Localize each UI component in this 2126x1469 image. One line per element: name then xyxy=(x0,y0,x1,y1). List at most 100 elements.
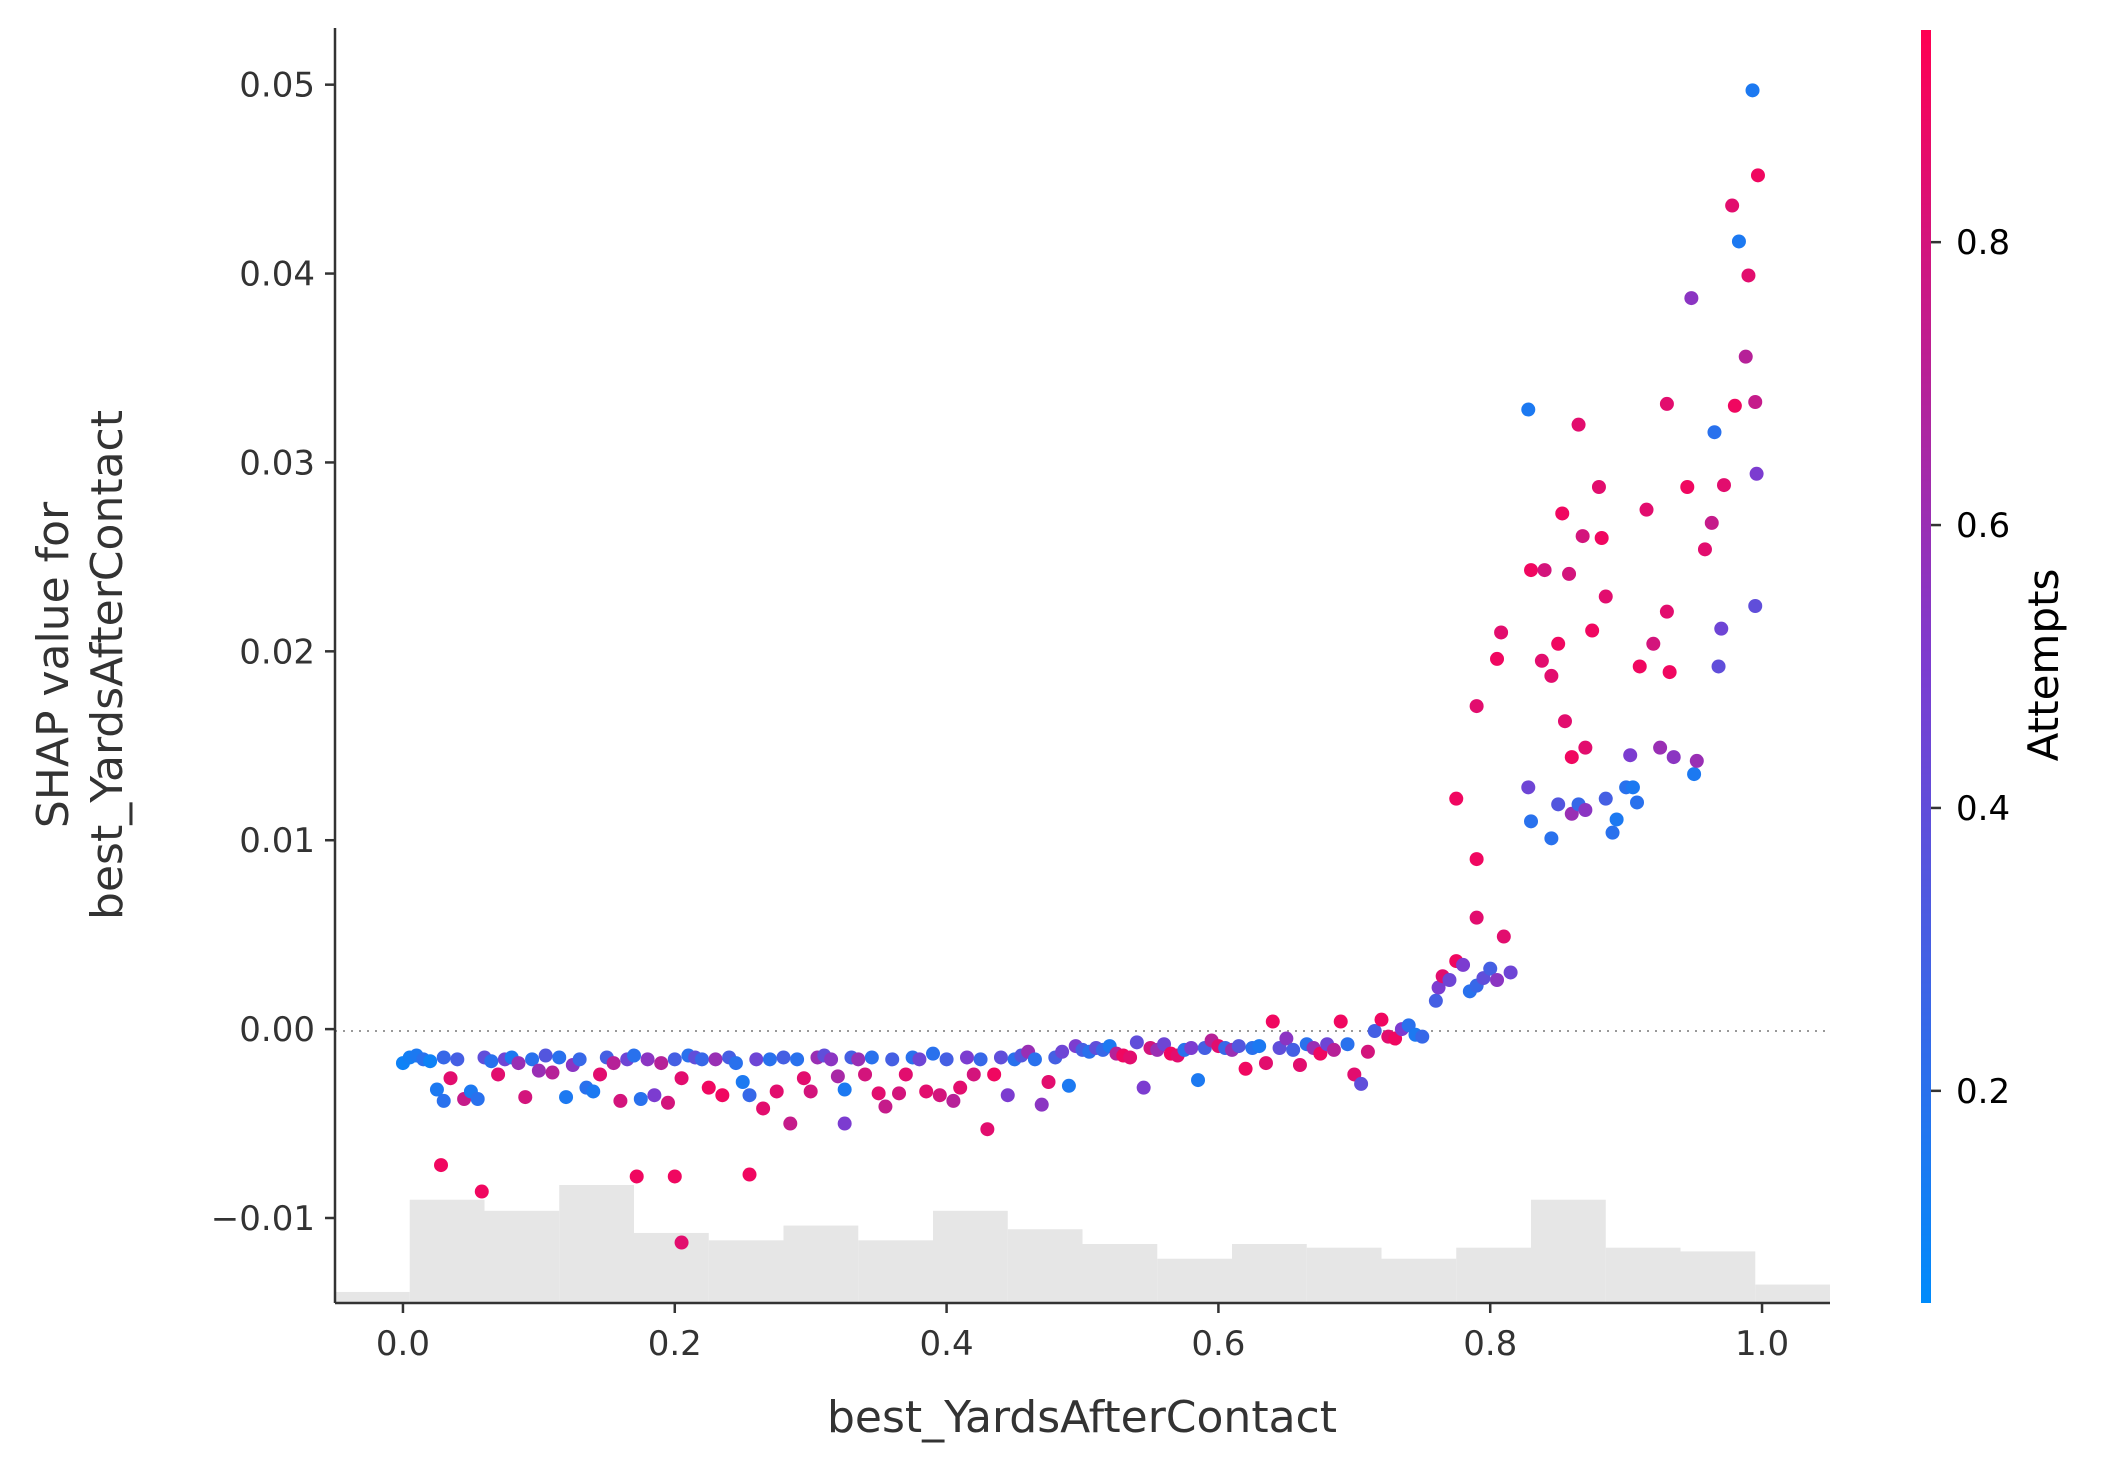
y-tick-label: 0.05 xyxy=(239,66,315,106)
scatter-point xyxy=(803,1084,818,1099)
histogram-bar xyxy=(1605,1247,1681,1303)
scatter-point xyxy=(1666,750,1681,765)
scatter-point xyxy=(1136,1080,1151,1095)
scatter-point xyxy=(946,1093,961,1108)
scatter-point xyxy=(1490,651,1505,666)
scatter-point xyxy=(1738,349,1753,364)
scatter-point xyxy=(1725,198,1740,213)
scatter-point xyxy=(1564,750,1579,765)
histogram-bar xyxy=(1082,1244,1158,1303)
scatter-point xyxy=(436,1050,451,1065)
scatter-point xyxy=(926,1046,940,1061)
histogram-bar xyxy=(335,1291,410,1303)
scatter-point xyxy=(1534,653,1549,668)
histogram-bar xyxy=(484,1210,560,1303)
scatter-point xyxy=(1748,599,1763,613)
scatter-point xyxy=(593,1067,608,1082)
scatter-point xyxy=(1704,515,1719,530)
scatter-point xyxy=(1494,625,1509,640)
scatter-point xyxy=(1027,1052,1042,1067)
colorbar xyxy=(1921,30,1931,1303)
scatter-point xyxy=(629,1169,644,1184)
scatter-point xyxy=(1340,1037,1355,1052)
scatter-point xyxy=(1551,636,1566,651)
scatter-point xyxy=(898,1067,913,1082)
scatter-point xyxy=(735,1075,750,1089)
scatter-point xyxy=(1639,502,1654,517)
scatter-point xyxy=(1469,852,1484,867)
scatter-point xyxy=(572,1052,587,1067)
histogram-bar xyxy=(1232,1244,1307,1303)
scatter-point xyxy=(538,1048,553,1063)
scatter-point xyxy=(1428,993,1443,1008)
x-tick-label: 0.4 xyxy=(920,1324,974,1364)
histogram-bar xyxy=(1157,1258,1232,1303)
scatter-point xyxy=(1184,1041,1199,1055)
scatter-point xyxy=(1231,1039,1246,1054)
scatter-point xyxy=(1585,623,1600,638)
scatter-point xyxy=(1632,659,1647,674)
scatter-point xyxy=(1591,480,1606,494)
scatter-point xyxy=(1598,791,1613,806)
scatter-point xyxy=(1374,1012,1389,1027)
scatter-point xyxy=(1123,1050,1138,1065)
scatter-point xyxy=(837,1082,852,1097)
scatter-point xyxy=(878,1099,893,1114)
scatter-point xyxy=(1562,566,1577,581)
scatter-point xyxy=(640,1052,655,1067)
scatter-point xyxy=(1625,780,1640,795)
x-tick-label: 0.2 xyxy=(648,1324,702,1364)
scatter-point xyxy=(1605,825,1620,840)
x-axis-ticks: 0.0 0.2 0.4 0.6 0.8 1.0 xyxy=(376,1303,1789,1364)
scatter-point xyxy=(1252,1039,1267,1054)
scatter-point xyxy=(1571,417,1586,432)
histogram-bar xyxy=(1680,1251,1756,1303)
scatter-point xyxy=(1360,1044,1375,1059)
scatter-point xyxy=(1469,699,1484,714)
scatter-point xyxy=(586,1084,601,1099)
scatter-point xyxy=(769,1084,784,1099)
scatter-point xyxy=(491,1067,506,1082)
colorbar-tick-label: 0.2 xyxy=(1956,1072,2010,1112)
scatter-point xyxy=(1524,814,1538,829)
histogram-bar xyxy=(634,1232,709,1303)
scatter-point xyxy=(1503,965,1518,980)
x-tick-label: 0.6 xyxy=(1191,1324,1245,1364)
scatter-point xyxy=(1483,961,1498,976)
scatter-points xyxy=(395,83,1765,1250)
histogram-bar xyxy=(409,1199,485,1303)
scatter-point xyxy=(1594,531,1609,545)
histogram-bar xyxy=(1306,1247,1382,1303)
scatter-point xyxy=(674,1071,689,1086)
y-axis-ticks: −0.01 0.00 0.01 0.02 0.03 0.04 0.05 xyxy=(211,66,335,1239)
scatter-point xyxy=(776,1050,791,1065)
scatter-point xyxy=(919,1084,934,1099)
colorbar-title: Attempts xyxy=(2019,569,2068,762)
scatter-point xyxy=(742,1167,757,1182)
scatter-point xyxy=(1367,1024,1382,1038)
scatter-point xyxy=(1055,1044,1070,1059)
scatter-point xyxy=(1496,929,1511,944)
scatter-point xyxy=(824,1052,839,1067)
scatter-point xyxy=(511,1056,526,1071)
scatter-point xyxy=(1258,1056,1273,1071)
scatter-point xyxy=(939,1052,954,1067)
scatter-point xyxy=(1537,563,1552,578)
scatter-point xyxy=(450,1052,465,1067)
scatter-point xyxy=(1061,1078,1076,1093)
x-axis-title: best_YardsAfterContact xyxy=(827,1392,1337,1443)
scatter-point xyxy=(1623,748,1638,763)
y-tick-label: 0.04 xyxy=(239,255,315,295)
scatter-point xyxy=(1748,395,1763,409)
scatter-point xyxy=(1680,480,1695,494)
scatter-point xyxy=(545,1065,560,1080)
scatter-point xyxy=(484,1054,499,1069)
scatter-point xyxy=(1469,910,1484,925)
scatter-point xyxy=(633,1092,648,1106)
scatter-point xyxy=(987,1067,1002,1082)
scatter-point xyxy=(674,1235,689,1250)
scatter-point xyxy=(1578,803,1593,817)
scatter-point xyxy=(474,1184,489,1199)
scatter-point xyxy=(1191,1073,1206,1088)
scatter-point xyxy=(953,1080,968,1095)
